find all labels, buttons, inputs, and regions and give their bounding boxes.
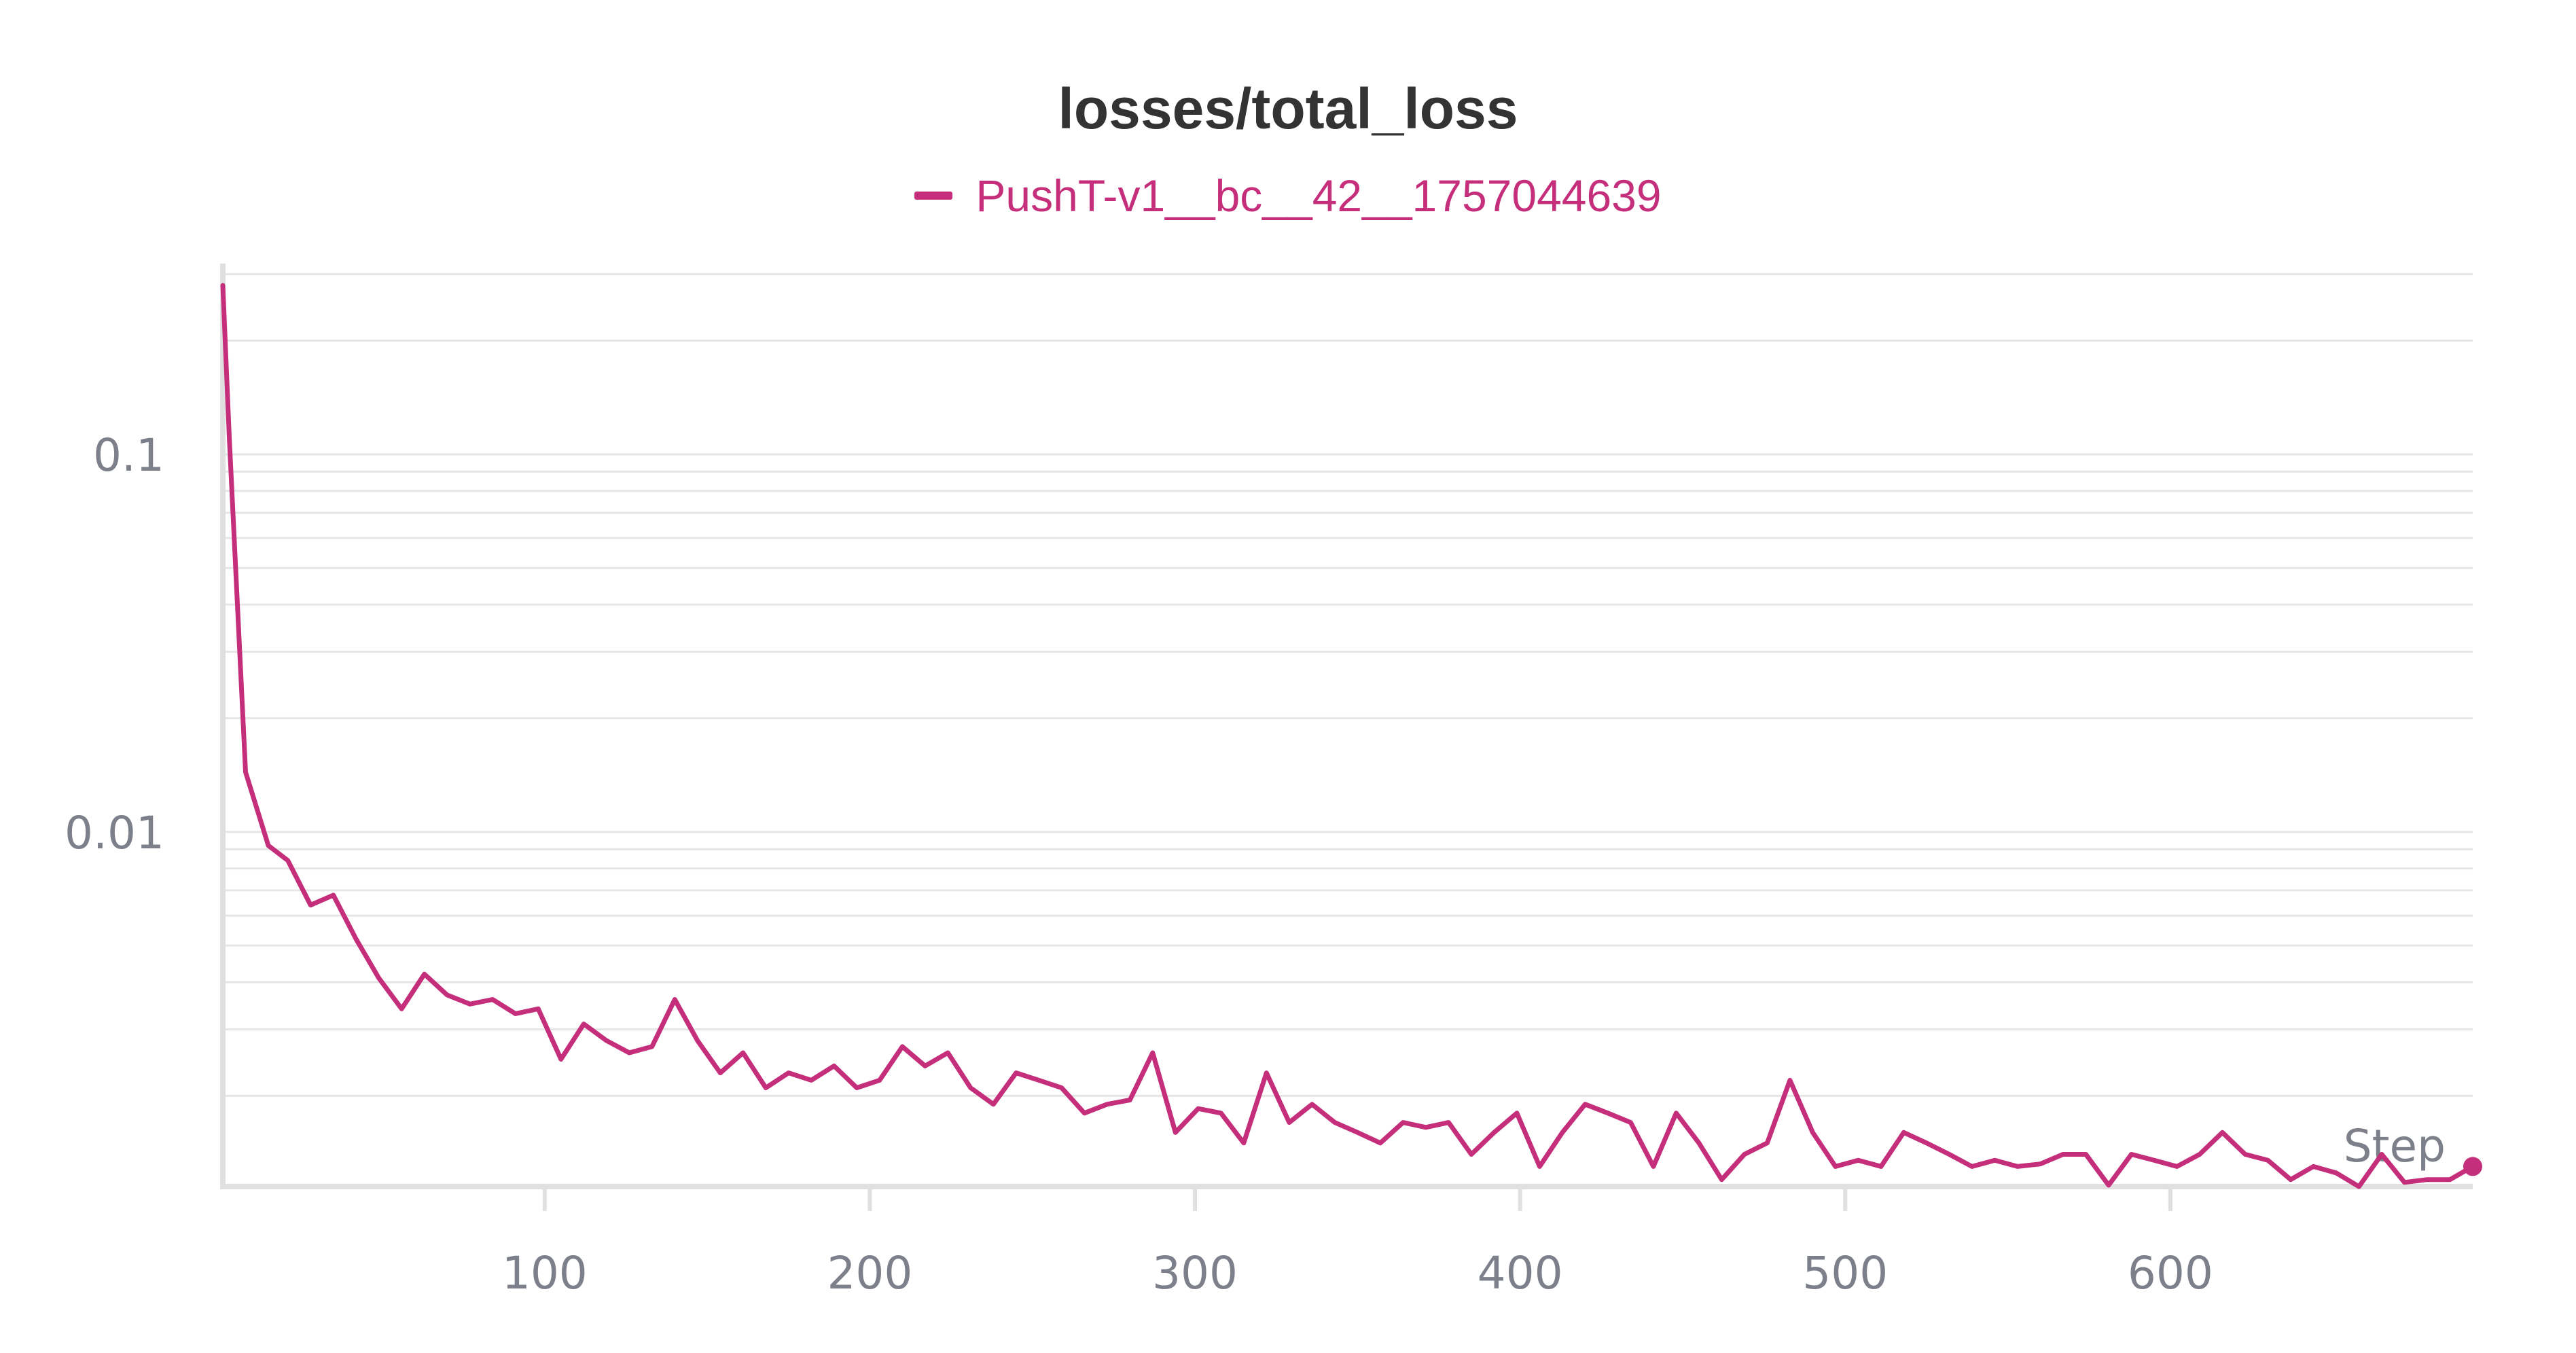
chart-title: losses/total_loss <box>1058 77 1518 141</box>
y-tick-label: 0.1 <box>93 429 164 482</box>
legend-series-label: PushT-v1__bc__42__1757044639 <box>976 170 1662 221</box>
series-line <box>220 283 2475 1189</box>
x-tick-marks <box>542 1187 2172 1211</box>
series-end-point <box>2463 1157 2482 1176</box>
series-group <box>220 283 2482 1189</box>
y-tick-labels: 0.01 0.1 <box>65 429 164 859</box>
x-tick-label: 400 <box>1478 1247 1563 1299</box>
x-tick-label: 500 <box>1802 1247 1888 1299</box>
x-tick-label: 100 <box>502 1247 588 1299</box>
x-axis-label: Step <box>2344 1120 2446 1172</box>
legend[interactable]: PushT-v1__bc__42__1757044639 <box>0 170 2576 221</box>
x-tick-label: 200 <box>827 1247 912 1299</box>
x-tick-label: 600 <box>2128 1247 2213 1299</box>
x-tick-labels: 100 200 300 400 500 600 <box>502 1247 2213 1299</box>
x-tick-label: 300 <box>1152 1247 1238 1299</box>
y-tick-label: 0.01 <box>65 807 164 859</box>
legend-swatch <box>914 192 953 200</box>
grid-lines <box>223 273 2473 1097</box>
